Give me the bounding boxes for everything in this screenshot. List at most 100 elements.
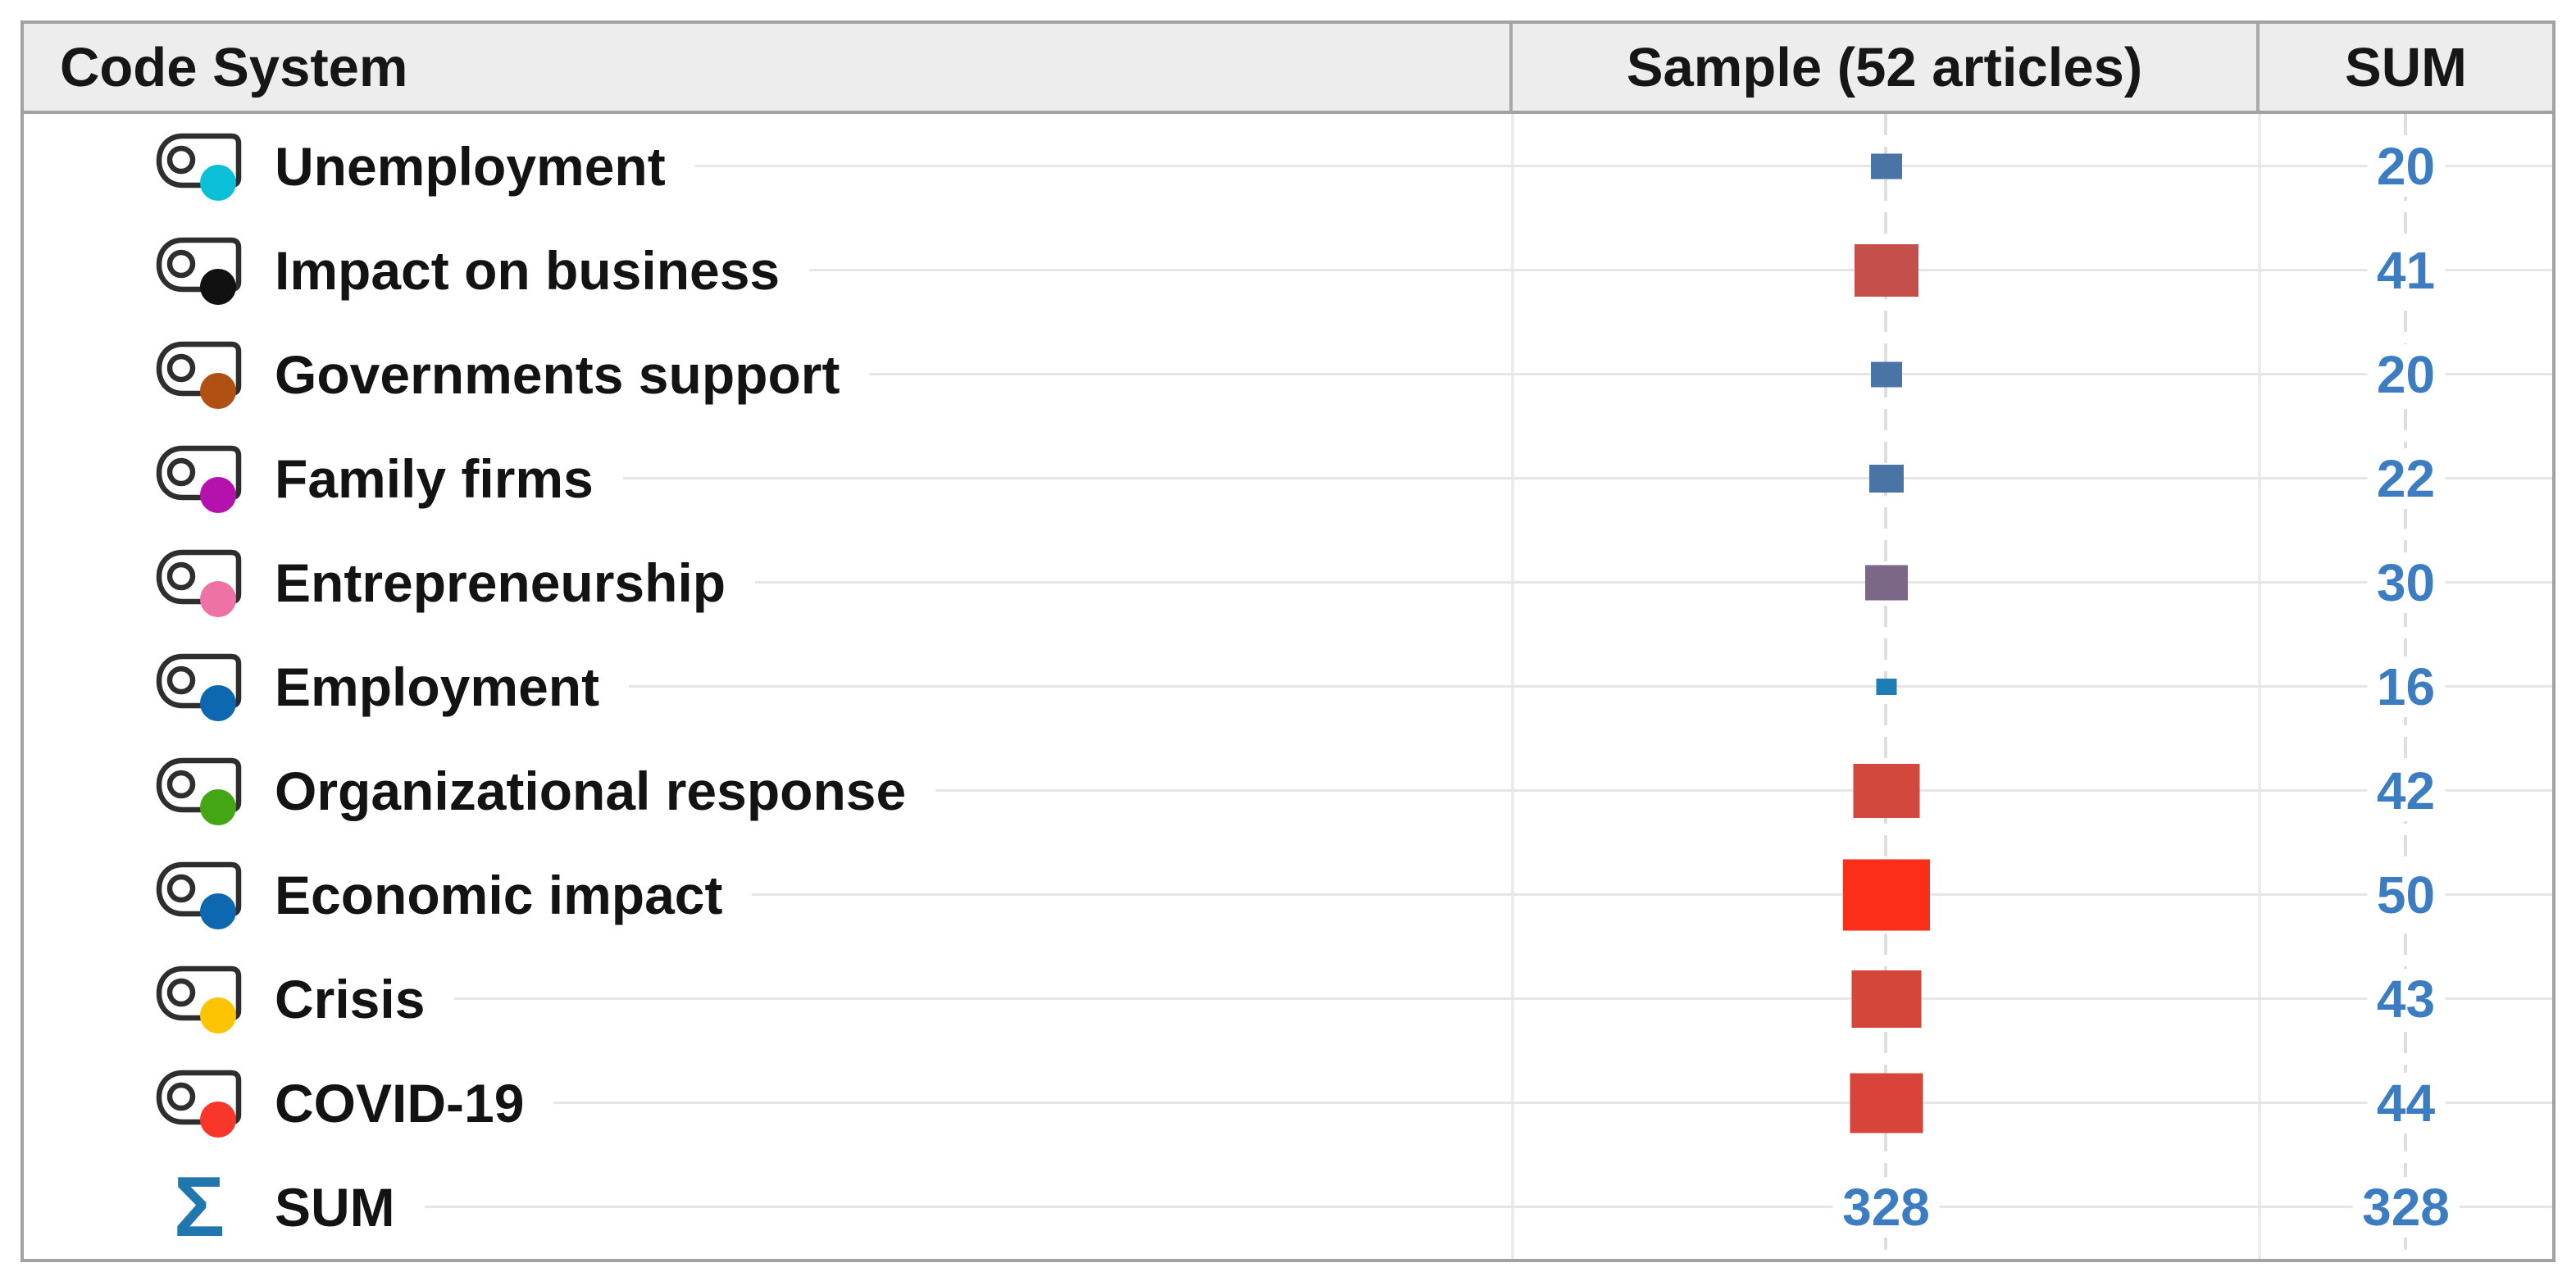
code-tag-icon [156,861,242,929]
code-cell: Family firms [24,426,1513,530]
sample-cell [1513,426,2260,530]
table-row[interactable]: Impact on business 41 [24,218,2552,322]
code-entry[interactable]: Economic impact [24,843,753,947]
sum-cell: 20 [2260,322,2552,426]
sum-value: 42 [2366,760,2446,821]
frequency-square[interactable] [1851,970,1921,1028]
code-entry[interactable]: COVID-19 [24,1051,554,1155]
sum-cell: 328 [2260,1155,2552,1259]
code-tag-icon [156,1070,242,1138]
code-matrix-table: Code System Sample (52 articles) SUM [20,20,2556,1262]
code-label: Economic impact [275,864,723,925]
code-label: Unemployment [275,135,666,197]
code-tag-icon [156,133,242,201]
frequency-square[interactable] [1870,361,1902,387]
frequency-square[interactable] [1850,1073,1923,1133]
code-cell: Σ SUM [24,1155,1513,1259]
column-header-sum[interactable]: SUM [2260,24,2552,111]
code-color-dot [200,476,236,513]
frequency-square[interactable] [1842,859,1930,930]
sample-cell [1513,114,2260,218]
code-entry[interactable]: Governments support [24,322,870,426]
sample-cell: 328 [1513,1155,2260,1259]
code-entry[interactable]: Entrepreneurship [24,530,756,634]
matrix-body: Unemployment 20 Impact on business [24,114,2552,1259]
code-color-dot [200,1101,236,1138]
code-label: Governments support [275,343,840,405]
code-color-dot [200,788,236,825]
frequency-square[interactable] [1876,678,1896,695]
code-tag-icon [156,445,242,513]
sum-value: 22 [2366,447,2446,509]
sigma-icon: Σ [173,1159,225,1255]
table-row[interactable]: COVID-19 44 [24,1051,2552,1155]
table-row[interactable]: Unemployment 20 [24,114,2552,218]
table-row[interactable]: Entrepreneurship 30 [24,530,2552,634]
code-cell: Governments support [24,322,1513,426]
sum-value: 20 [2366,135,2446,197]
code-tag-icon [156,757,242,825]
table-row[interactable]: Governments support 20 [24,322,2552,426]
code-cell: Unemployment [24,114,1513,218]
sum-value: 30 [2366,552,2446,613]
table-row[interactable]: Organizational response 42 [24,738,2552,843]
code-label: COVID-19 [275,1072,525,1133]
sum-cell: 22 [2260,426,2552,530]
sum-cell: 50 [2260,843,2552,947]
code-entry[interactable]: Impact on business [24,218,810,322]
frequency-square[interactable] [1868,464,1904,493]
code-tag-icon [156,237,242,305]
sample-cell [1513,322,2260,426]
code-tag-icon [156,965,242,1033]
code-cell: Crisis [24,947,1513,1051]
column-header-sample[interactable]: Sample (52 articles) [1513,24,2260,111]
table-header-row: Code System Sample (52 articles) SUM [24,24,2552,114]
sum-cell: 42 [2260,738,2552,843]
column-header-code-system[interactable]: Code System [24,24,1513,111]
code-entry[interactable]: Family firms [24,426,623,530]
sum-cell: 44 [2260,1051,2552,1155]
sample-cell [1513,218,2260,322]
code-color-dot [200,372,236,409]
frequency-square[interactable] [1854,243,1918,297]
code-label: Crisis [275,968,426,1029]
table-row[interactable]: Economic impact 50 [24,843,2552,947]
table-row[interactable]: Family firms 22 [24,426,2552,530]
sum-value: 41 [2366,239,2446,301]
code-entry[interactable]: Organizational response [24,738,936,843]
code-cell: Economic impact [24,843,1513,947]
column-header-label: Sample (52 articles) [1626,36,2143,98]
sum-value: 44 [2366,1072,2446,1133]
column-header-label: Code System [60,36,408,98]
frequency-square[interactable] [1870,153,1902,179]
code-color-dot [200,684,236,721]
frequency-square[interactable] [1853,763,1919,818]
sum-value: 43 [2366,968,2446,1029]
code-cell: COVID-19 [24,1051,1513,1155]
table-row[interactable]: Σ SUM 328 328 [24,1155,2552,1259]
code-entry[interactable]: Σ SUM [24,1155,425,1259]
sum-value: 50 [2366,864,2446,925]
code-entry[interactable]: Crisis [24,947,455,1051]
frequency-square[interactable] [1864,565,1908,600]
column-header-label: SUM [2345,36,2467,98]
sum-value: 16 [2366,656,2446,717]
code-color-dot [200,164,236,201]
code-entry[interactable]: Unemployment [24,114,695,218]
code-tag-icon [156,549,242,617]
code-color-dot [200,580,236,617]
code-cell: Impact on business [24,218,1513,322]
sample-cell [1513,1051,2260,1155]
sample-cell [1513,843,2260,947]
code-label: SUM [275,1176,395,1238]
table-row[interactable]: Employment 16 [24,634,2552,738]
sum-cell: 41 [2260,218,2552,322]
code-color-dot [200,268,236,305]
code-entry[interactable]: Employment [24,634,630,738]
table-row[interactable]: Crisis 43 [24,947,2552,1051]
code-cell: Organizational response [24,738,1513,843]
sample-cell [1513,738,2260,843]
sample-cell [1513,530,2260,634]
sum-cell: 30 [2260,530,2552,634]
